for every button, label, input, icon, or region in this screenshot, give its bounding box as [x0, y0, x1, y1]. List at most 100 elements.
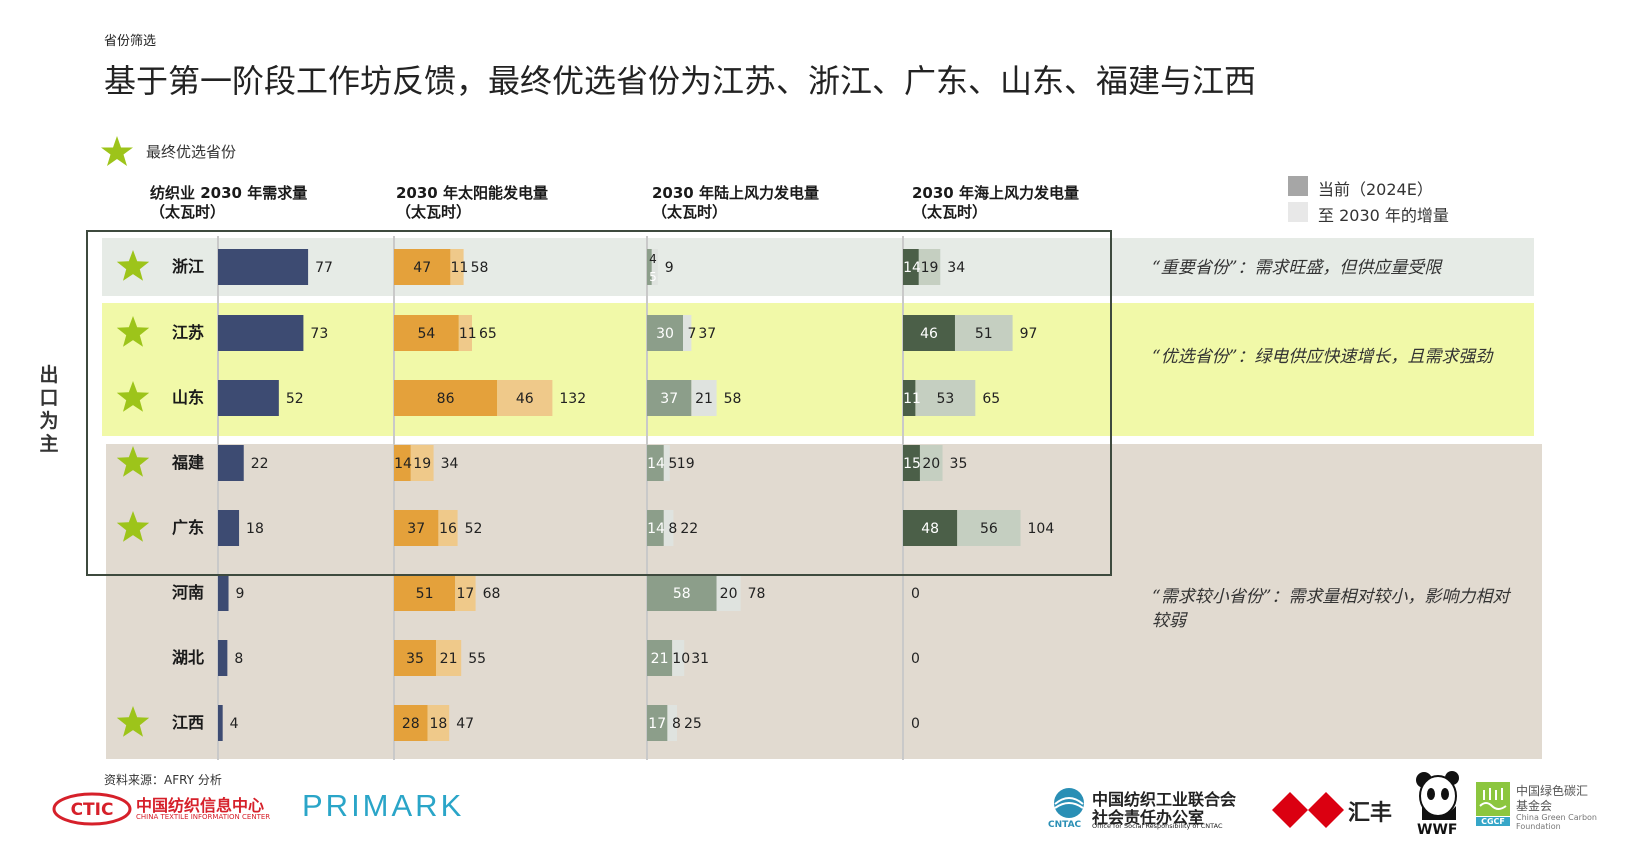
solar-current-label: 54	[417, 326, 435, 342]
column-header-demand: 纺织业 2030 年需求量 （太瓦时）	[150, 184, 308, 221]
solar-total-label: 55	[468, 651, 486, 667]
wwf-logo: WWF	[1414, 770, 1462, 840]
onshore-current-bar	[647, 640, 673, 676]
solar-current-label: 14	[394, 456, 412, 472]
cgcf-name-cn2: 基金会	[1516, 799, 1553, 813]
offshore-increase-label: 53	[936, 391, 954, 407]
province-label: 江西	[172, 713, 204, 732]
primark-logo: PRIMARK	[302, 788, 465, 823]
offshore-total-label: 34	[947, 260, 965, 276]
solar-current-bar	[394, 315, 459, 351]
cntac-name-en: Office for Social Responsibility of CNTA…	[1092, 822, 1223, 830]
offshore-total-label: 0	[911, 716, 920, 732]
note-preferred: “优选省份”：绿电供应快速增长，且需求强劲	[1152, 347, 1493, 367]
solar-current-bar	[394, 640, 436, 676]
province-label: 广东	[172, 518, 204, 537]
onshore-current-label: 37	[660, 391, 678, 407]
solar-increase-bar	[427, 705, 450, 741]
hsbc-hexagon-icon	[1272, 792, 1344, 828]
province-label: 浙江	[172, 257, 204, 276]
onshore-current-bar	[647, 445, 664, 481]
demand-value-label: 52	[286, 391, 304, 407]
cgcf-name-cn1: 中国绿色碳汇	[1516, 784, 1589, 798]
solar-increase-bar	[438, 510, 458, 546]
demand-value-label: 8	[234, 651, 243, 667]
solar-total-label: 58	[471, 260, 489, 276]
legend-star-label: 最终优选省份	[146, 143, 237, 161]
onshore-current-bar	[647, 510, 664, 546]
onshore-current-label: 14	[647, 456, 665, 472]
solar-increase-label: 19	[413, 456, 431, 472]
legend-increase-label: 至 2030 年的增量	[1318, 206, 1449, 225]
onshore-increase-label: 8	[668, 521, 677, 537]
offshore-total-label: 104	[1028, 521, 1055, 537]
onshore-total-label: 58	[724, 391, 742, 407]
side-label: 出口为主	[39, 364, 59, 455]
panda-icon	[1416, 771, 1459, 820]
province-label: 湖北	[172, 648, 204, 667]
offshore-current-label: 15	[903, 456, 921, 472]
cntac-name-cn2: 社会责任办公室	[1092, 808, 1205, 827]
offshore-increase-bar	[919, 445, 943, 481]
offshore-current-label: 46	[920, 326, 938, 342]
onshore-current-label: 21	[651, 651, 669, 667]
cntac-logo: CNTAC 中国纺织工业联合会 社会责任办公室 Office for Socia…	[1048, 786, 1248, 830]
offshore-total-label: 65	[982, 391, 1000, 407]
solar-increase-label: 18	[429, 716, 447, 732]
column-header-solar: 2030 年太阳能发电量 （太瓦时）	[396, 184, 548, 221]
solar-total-label: 47	[456, 716, 474, 732]
hsbc-name: 汇丰	[1348, 801, 1393, 826]
note-important: “重要省份”：需求旺盛，但供应量受限	[1152, 258, 1442, 278]
onshore-current-bar	[647, 575, 717, 611]
solar-increase-label: 16	[439, 521, 457, 537]
solar-increase-label: 11	[459, 326, 477, 342]
onshore-increase-bar	[683, 315, 692, 351]
onshore-current-bar	[647, 249, 652, 285]
solar-total-label: 52	[465, 521, 483, 537]
solar-increase-bar	[436, 640, 462, 676]
offshore-current-bar	[903, 315, 955, 351]
offshore-total-label: 35	[950, 456, 968, 472]
ctic-mark-icon: CTIC	[52, 792, 132, 826]
solar-increase-bar	[450, 249, 464, 285]
band-important	[102, 238, 1534, 296]
onshore-total-label: 19	[677, 456, 695, 472]
band-small-demand	[106, 444, 1542, 759]
offshore-current-bar	[903, 249, 919, 285]
onshore-increase-label: 10	[672, 651, 690, 667]
solar-increase-bar	[455, 575, 476, 611]
page-kicker: 省份筛选	[104, 34, 157, 49]
province-label: 山东	[172, 388, 204, 407]
solar-increase-label: 17	[456, 586, 474, 602]
solar-total-label: 34	[441, 456, 459, 472]
onshore-increase-bar	[672, 640, 685, 676]
legend-increase-swatch	[1288, 202, 1308, 222]
solar-current-label: 47	[413, 260, 431, 276]
solar-current-bar	[394, 575, 456, 611]
offshore-current-bar	[903, 445, 920, 481]
solar-current-label: 86	[437, 391, 455, 407]
offshore-increase-bar	[957, 510, 1021, 546]
offshore-current-bar	[903, 380, 916, 416]
selection-outline	[86, 230, 1112, 576]
solar-total-label: 132	[559, 391, 586, 407]
demand-bar	[218, 575, 229, 611]
cgcf-mark-icon	[1476, 782, 1510, 816]
demand-value-label: 18	[246, 521, 264, 537]
band-preferred	[102, 303, 1534, 436]
offshore-total-label: 0	[911, 586, 920, 602]
onshore-increase-bar	[691, 380, 717, 416]
onshore-total-label: 37	[698, 326, 716, 342]
province-label: 福建	[171, 453, 204, 472]
onshore-total-label: 78	[748, 586, 766, 602]
onshore-total-label: 22	[680, 521, 698, 537]
onshore-current-label: 58	[673, 586, 691, 602]
legend-current-label: 当前（2024E）	[1318, 180, 1433, 199]
star-icon	[116, 446, 150, 477]
onshore-current-label: 30	[656, 326, 674, 342]
ctic-logo: CTIC 中国纺织信息中心 CHINA TEXTILE INFORMATION …	[52, 792, 292, 826]
hsbc-logo: 汇丰	[1272, 792, 1392, 828]
province-label: 河南	[172, 583, 204, 602]
cntac-name-cn1: 中国纺织工业联合会	[1092, 790, 1237, 809]
